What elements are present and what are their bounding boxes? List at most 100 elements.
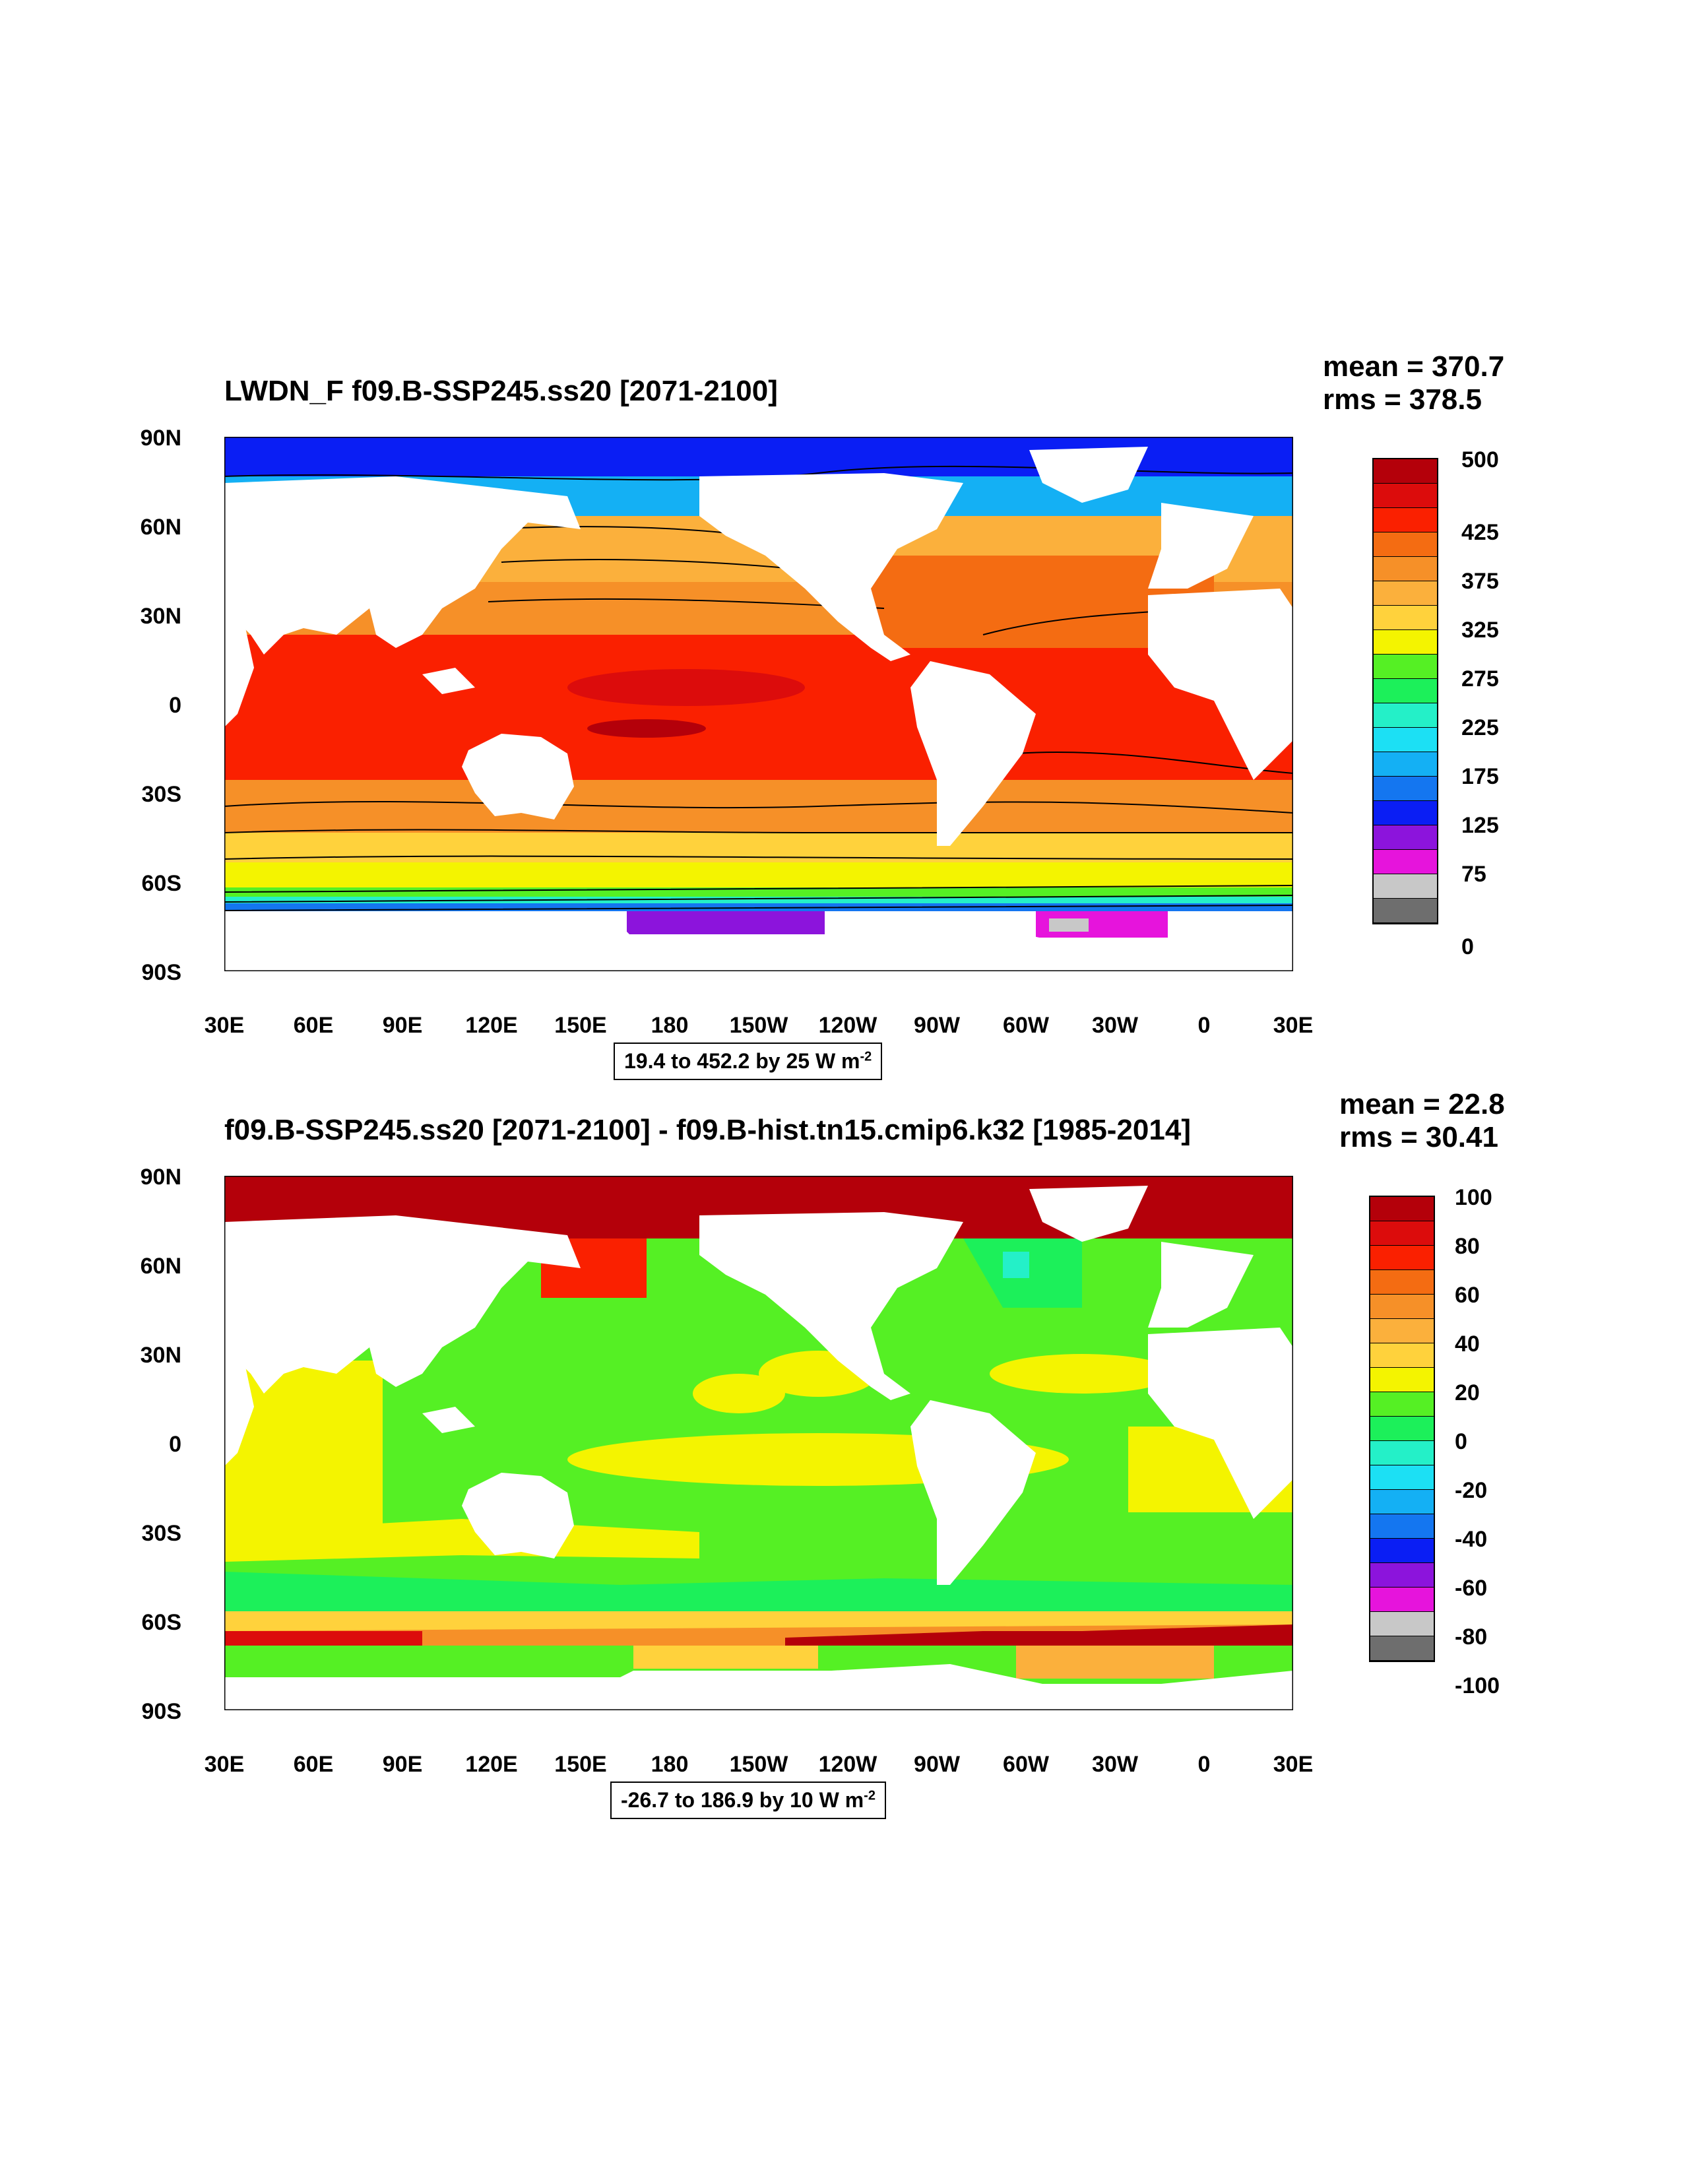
north-america-land <box>699 1212 963 1400</box>
lon-label: 60E <box>293 1752 334 1777</box>
lon-label: 60W <box>1003 1013 1049 1038</box>
colorbar-difference <box>1369 1196 1435 1662</box>
weddell-orange <box>1016 1646 1214 1679</box>
lon-label: 120W <box>818 1752 877 1777</box>
lon-label: 150E <box>554 1013 607 1038</box>
colorbar-cell <box>1370 1417 1434 1441</box>
north-america-land <box>699 473 963 661</box>
ross-yellow <box>633 1646 818 1669</box>
panel-title: f09.B-SSP245.ss20 [2071-2100] - f09.B-hi… <box>224 1114 1191 1146</box>
europe-land <box>1148 503 1254 589</box>
colorbar-cell <box>1374 581 1437 606</box>
colorbar-label: 100 <box>1455 1185 1492 1210</box>
lon-label: 90E <box>382 1752 423 1777</box>
colorbar-label: 75 <box>1461 862 1486 887</box>
colorbar-label: 20 <box>1455 1380 1480 1405</box>
lon-label: 0 <box>1197 1752 1211 1777</box>
indian-ocean-yellow <box>224 1361 383 1532</box>
lon-label: 30E <box>1273 1013 1314 1038</box>
colorbar-cell <box>1370 1368 1434 1392</box>
ocean-band-south-mid <box>224 833 1293 862</box>
colorbar-cell <box>1374 679 1437 703</box>
warm-pool-south <box>587 719 706 738</box>
colorbar-cell <box>1370 1490 1434 1514</box>
colorbar-label: 40 <box>1455 1332 1480 1357</box>
lat-label: 30N <box>140 604 181 629</box>
colorbar-cell <box>1374 801 1437 825</box>
north-atlantic-yellow <box>990 1354 1174 1394</box>
maritime-continent-land <box>422 1407 475 1433</box>
europe-land <box>1148 1242 1254 1328</box>
warm-pool-north <box>567 669 805 706</box>
ocean-weddell-grey <box>1049 918 1089 932</box>
lon-label: 90W <box>914 1013 960 1038</box>
colorbar-cell <box>1374 752 1437 777</box>
colorbar-cell <box>1370 1465 1434 1490</box>
colorbar-label: 325 <box>1461 618 1499 643</box>
lat-label: 0 <box>169 1432 181 1457</box>
lon-label: 120E <box>465 1752 518 1777</box>
eurasia-land <box>224 1215 581 1394</box>
southern-ocean-red <box>785 1624 1293 1646</box>
lon-label: 180 <box>651 1752 689 1777</box>
colorbar-label: 500 <box>1461 447 1499 472</box>
contour-range-text: 19.4 to 452.2 by 25 W m <box>624 1049 860 1073</box>
contour-range-box: 19.4 to 452.2 by 25 W m-2 <box>614 1043 883 1080</box>
lon-label: 90E <box>382 1013 423 1038</box>
lon-label: 60W <box>1003 1752 1049 1777</box>
colorbar-cell <box>1374 484 1437 508</box>
lat-label: 60N <box>140 515 181 540</box>
greenland-land <box>1029 1186 1148 1242</box>
south-america-land <box>910 1400 1036 1585</box>
colorbar-cell <box>1370 1563 1434 1588</box>
ocean-band-south-yellow <box>224 862 1293 889</box>
colorbar-cell <box>1370 1539 1434 1563</box>
unit-exponent: -2 <box>864 1788 876 1803</box>
africa-west-land <box>1148 589 1293 780</box>
lat-label: 90N <box>140 426 181 451</box>
south-indian-yellow <box>224 1519 699 1562</box>
colorbar-cell <box>1370 1343 1434 1368</box>
panel-title: LWDN_F f09.B-SSP245.ss20 [2071-2100] <box>224 375 778 407</box>
lon-label: 30W <box>1092 1752 1138 1777</box>
colorbar-absolute <box>1372 458 1438 924</box>
colorbar-cell <box>1370 1270 1434 1295</box>
colorbar-cell <box>1374 630 1437 655</box>
eurasia-land <box>224 476 581 655</box>
colorbar-cell <box>1374 459 1437 484</box>
lat-label: 60S <box>141 1610 182 1635</box>
colorbar-cell <box>1370 1221 1434 1246</box>
colorbar-label: 275 <box>1461 666 1499 691</box>
colorbar-cell <box>1370 1612 1434 1636</box>
lon-label: 30E <box>204 1013 245 1038</box>
colorbar-cell <box>1374 703 1437 728</box>
colorbar-label: -60 <box>1455 1576 1488 1601</box>
lat-label: 60N <box>140 1254 181 1279</box>
colorbar-cell <box>1374 777 1437 801</box>
colorbar-cell <box>1370 1392 1434 1417</box>
lon-label: 120W <box>818 1013 877 1038</box>
africa-east-land <box>224 1347 254 1466</box>
colorbar-cell <box>1370 1319 1434 1343</box>
lat-label: 30S <box>141 1521 182 1546</box>
lat-label: 90S <box>141 960 182 985</box>
north-pacific-yellow-2 <box>693 1374 785 1413</box>
colorbar-cell <box>1370 1514 1434 1539</box>
ocean-band-tropics <box>224 635 1293 780</box>
maritime-continent-land <box>422 668 475 694</box>
rms-stat: rms = 378.5 <box>1323 383 1482 416</box>
colorbar-label: 225 <box>1461 715 1499 740</box>
lat-label: 0 <box>169 693 181 718</box>
colorbar-cell <box>1374 899 1437 923</box>
lon-label: 30E <box>1273 1752 1314 1777</box>
colorbar-label: 0 <box>1455 1429 1467 1454</box>
colorbar-label: 60 <box>1455 1283 1480 1308</box>
lon-label: 0 <box>1197 1013 1211 1038</box>
colorbar-cell <box>1374 557 1437 581</box>
lon-label: 120E <box>465 1013 518 1038</box>
ocean-ross-sea <box>627 911 825 934</box>
greenland-land <box>1029 447 1148 503</box>
africa-east-land <box>224 608 254 727</box>
colorbar-cell <box>1374 606 1437 630</box>
